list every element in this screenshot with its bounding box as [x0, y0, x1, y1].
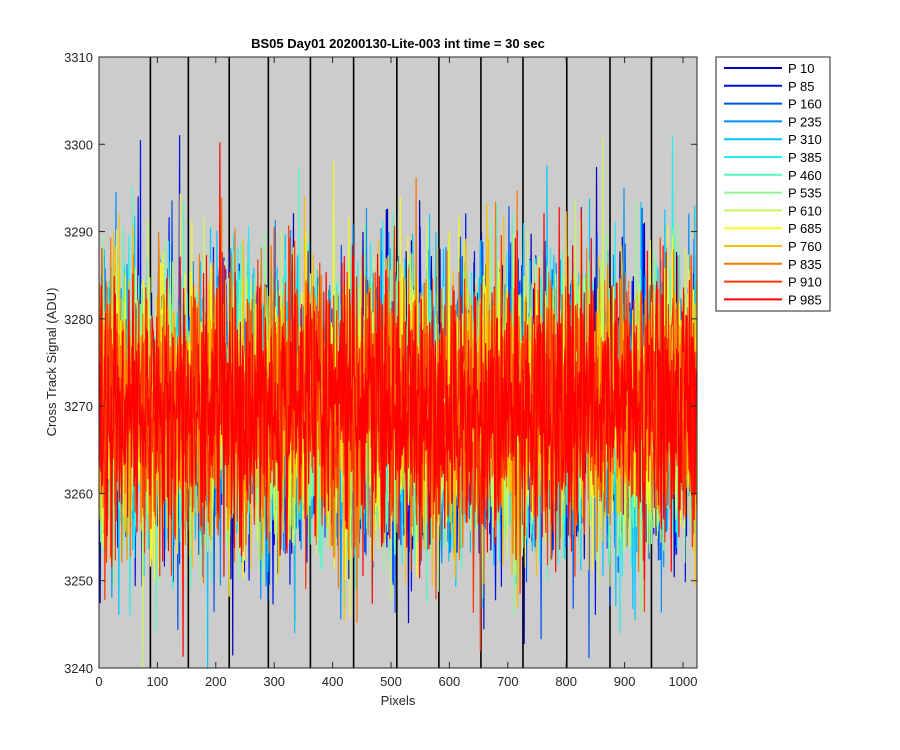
series-line-p-985 [98, 142, 698, 657]
legend-label-10: P 760 [788, 239, 822, 254]
y-tick-label-6: 3300 [64, 137, 93, 152]
x-tick-label-3: 300 [263, 674, 285, 689]
y-tick-label-4: 3280 [64, 312, 93, 327]
y-axis: 3240 3250 3260 3270 3280 3290 3300 3310 [64, 50, 697, 676]
legend: P 10 P 85 P 160 P 235 P 310 P 385 P 460 P 535 P … [715, 56, 831, 312]
x-tick-label-10: 1000 [669, 674, 698, 689]
y-tick-label-5: 3290 [64, 225, 93, 240]
y-tick-label-1: 3250 [64, 574, 93, 589]
legend-label-7: P 535 [788, 186, 822, 201]
legend-label-13: P 985 [788, 292, 822, 307]
plot-frame [98, 56, 698, 669]
x-tick-label-9: 900 [614, 674, 636, 689]
x-tick-label-8: 800 [555, 674, 577, 689]
legend-label-4: P 310 [788, 132, 822, 147]
legend-label-9: P 685 [788, 221, 822, 236]
x-tick-label-0: 0 [95, 674, 102, 689]
y-tick-label-0: 3240 [64, 661, 93, 676]
x-tick-label-1: 100 [147, 674, 169, 689]
legend-box [715, 56, 831, 312]
x-tick-label-7: 700 [497, 674, 519, 689]
x-tick-label-6: 600 [439, 674, 461, 689]
x-tick-label-4: 400 [322, 674, 344, 689]
legend-label-2: P 160 [788, 97, 822, 112]
chart-title: BS05 Day01 20200130-Lite-003 int time = … [251, 36, 545, 51]
y-tick-label-2: 3260 [64, 486, 93, 501]
legend-label-3: P 235 [788, 114, 822, 129]
y-tick-label-7: 3310 [64, 50, 93, 65]
legend-label-8: P 610 [788, 203, 822, 218]
x-tick-label-5: 500 [380, 674, 402, 689]
legend-label-0: P 10 [788, 61, 815, 76]
legend-entries: P 10 P 85 P 160 P 235 P 310 P 385 P 460 P 535 P … [724, 61, 822, 307]
legend-label-1: P 85 [788, 79, 815, 94]
series-lines [98, 134, 698, 669]
x-axis: 0 100 200 300 400 500 600 700 800 900 1000 [95, 57, 697, 689]
y-axis-label: Cross Track Signal (ADU) [44, 288, 59, 437]
legend-label-6: P 460 [788, 168, 822, 183]
x-axis-label: Pixels [381, 693, 416, 708]
x-tick-label-2: 200 [205, 674, 227, 689]
legend-label-12: P 910 [788, 275, 822, 290]
legend-label-11: P 835 [788, 257, 822, 272]
y-tick-label-3: 3270 [64, 399, 93, 414]
legend-label-5: P 385 [788, 150, 822, 165]
plot-area [98, 56, 698, 669]
